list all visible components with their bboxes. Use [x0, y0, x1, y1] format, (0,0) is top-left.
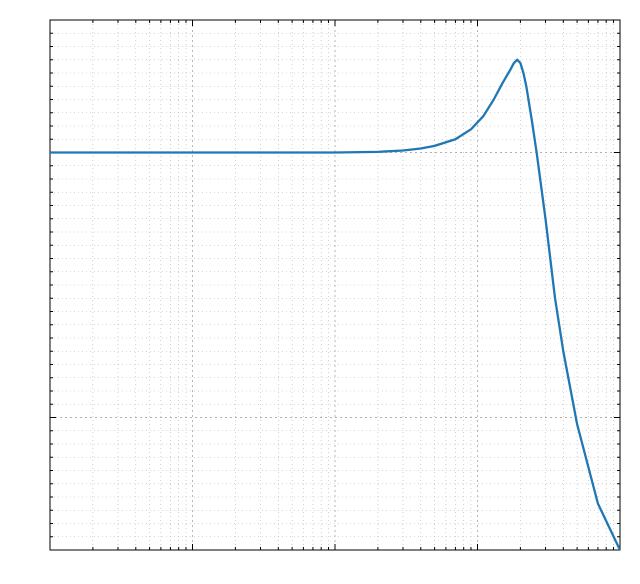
frequency-response-chart [0, 0, 640, 584]
